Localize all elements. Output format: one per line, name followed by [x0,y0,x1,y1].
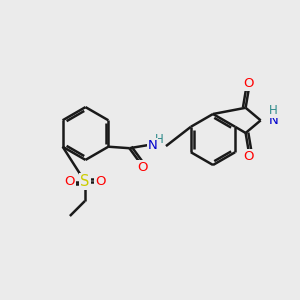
Text: N: N [148,139,157,152]
Text: O: O [137,161,148,174]
Text: S: S [80,174,90,189]
Text: O: O [243,151,254,164]
Text: H: H [155,133,164,146]
Text: O: O [95,175,106,188]
Text: H: H [269,104,278,117]
Text: O: O [243,77,254,90]
Text: O: O [64,175,74,188]
Text: N: N [268,114,278,127]
